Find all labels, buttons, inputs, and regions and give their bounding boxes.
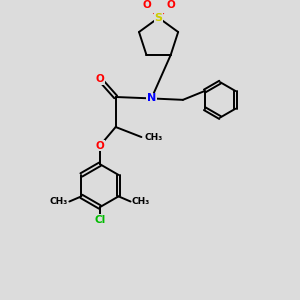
Text: O: O xyxy=(142,0,151,10)
Text: CH₃: CH₃ xyxy=(132,197,150,206)
Text: CH₃: CH₃ xyxy=(145,133,163,142)
Text: N: N xyxy=(147,93,156,103)
Text: CH₃: CH₃ xyxy=(50,197,68,206)
Text: S: S xyxy=(154,13,163,23)
Text: O: O xyxy=(96,141,104,151)
Text: O: O xyxy=(96,74,104,84)
Text: O: O xyxy=(166,0,175,10)
Text: Cl: Cl xyxy=(94,215,106,225)
